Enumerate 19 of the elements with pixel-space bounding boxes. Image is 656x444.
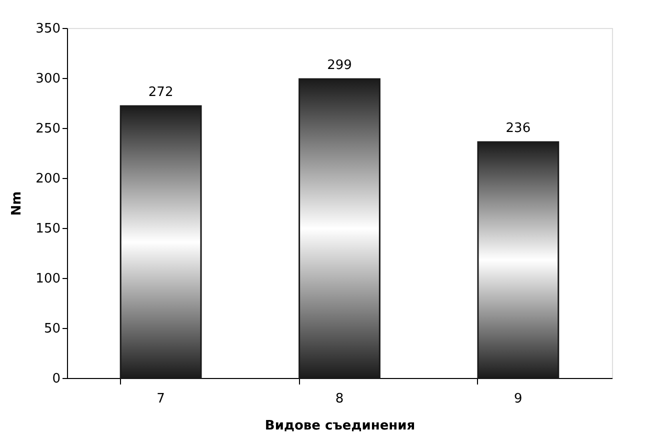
x-tick-label: 8 (335, 392, 344, 406)
y-tick-label: 300 (36, 72, 60, 86)
data-label: 236 (506, 121, 531, 136)
y-tick-label: 50 (44, 322, 60, 336)
y-tick-label: 100 (36, 272, 60, 286)
y-axis-title: Nm (10, 191, 25, 216)
y-tick-label: 0 (52, 372, 60, 386)
data-label: 299 (327, 58, 352, 73)
data-label: 272 (148, 85, 174, 100)
x-axis-title: Видове съединения (264, 418, 416, 434)
x-tick-label: 7 (156, 392, 165, 406)
y-tick-label: 150 (36, 222, 60, 236)
y-tick-label: 200 (36, 172, 60, 186)
y-tick-label: 250 (36, 122, 60, 136)
y-tick-label: 350 (36, 22, 60, 36)
bar (477, 141, 560, 379)
bar (120, 105, 202, 379)
bar (298, 78, 380, 379)
x-tick-label: 9 (514, 392, 522, 406)
